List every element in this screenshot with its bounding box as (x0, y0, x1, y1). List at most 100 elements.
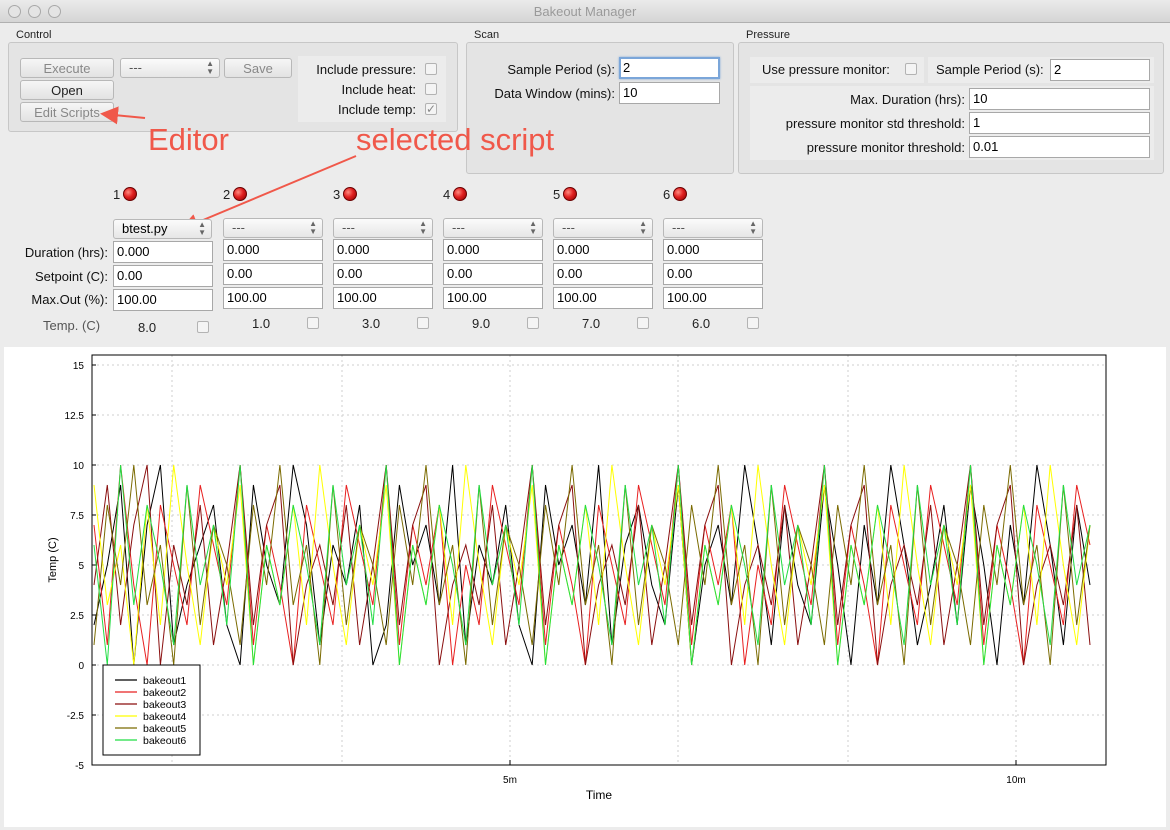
use-pressure-monitor-label: Use pressure monitor: (762, 62, 890, 77)
temperature-value: 8.0 (138, 320, 157, 335)
include-heat-checkbox[interactable] (425, 83, 437, 95)
setpoint-input[interactable]: 0.00 (663, 263, 763, 285)
controller-plot-checkbox[interactable] (527, 317, 539, 329)
stepper-arrows-icon: ▲ ▼ (309, 219, 317, 236)
status-led-icon (563, 187, 577, 201)
pressure-sample-period-label: Sample Period (s): (936, 62, 1044, 77)
include-temp-label: Include temp: (337, 102, 416, 117)
controller-script-select[interactable]: --- ▲ ▼ (223, 218, 323, 238)
use-pressure-monitor-checkbox[interactable] (905, 63, 917, 75)
include-temp-checkbox[interactable]: ✓ (425, 103, 437, 115)
controller-script-select[interactable]: --- ▲ ▼ (663, 218, 763, 238)
legend-entry: bakeout1 (143, 675, 186, 687)
y-tick-label: 15 (73, 361, 85, 372)
controller-plot-checkbox[interactable] (307, 317, 319, 329)
status-led-icon (453, 187, 467, 201)
include-options-panel (298, 56, 446, 122)
controller-plot-checkbox[interactable] (637, 317, 649, 329)
controller-script-value: --- (672, 220, 685, 235)
legend-entry: bakeout3 (143, 699, 186, 711)
controller-script-select[interactable]: --- ▲ ▼ (553, 218, 653, 238)
annotation-arrows (100, 106, 357, 231)
temperature-value: 7.0 (582, 316, 601, 331)
setpoint-input[interactable]: 0.00 (113, 265, 213, 287)
window-title: Bakeout Manager (533, 4, 637, 19)
legend-entry: bakeout4 (143, 711, 186, 723)
y-tick-label: 0 (78, 661, 84, 672)
y-tick-label: 7.5 (70, 511, 84, 522)
max-out-input[interactable]: 100.00 (553, 287, 653, 309)
controller-plot-checkbox[interactable] (417, 317, 429, 329)
include-pressure-label: Include pressure: (316, 62, 416, 77)
max-out-input[interactable]: 100.00 (113, 289, 213, 311)
legend-entry: bakeout2 (143, 687, 186, 699)
controller-script-select[interactable]: btest.py ▲ ▼ (113, 219, 212, 239)
controller-script-value: --- (562, 220, 575, 235)
selected-script-annotation: selected script (356, 122, 555, 157)
x-axis-label: Time (586, 788, 613, 802)
temperature-chart[interactable]: -5 -2.5 0 2.5 5 7.5 10 12.5 15 5m 10m Time Temp (C) b… (0, 347, 1170, 827)
title-bar: Bakeout Manager (0, 0, 1170, 23)
plot-frame (91, 354, 1107, 766)
controller-script-select[interactable]: --- ▲ ▼ (333, 218, 433, 238)
x-tick-label: 5m (503, 775, 517, 786)
y-tick-label: 10 (73, 461, 85, 472)
controller-script-select[interactable]: --- ▲ ▼ (443, 218, 543, 238)
data-window-input[interactable]: 10 (619, 82, 720, 104)
duration-input[interactable]: 0.000 (113, 241, 213, 263)
pressure-group-label: Pressure (746, 29, 791, 41)
stepper-arrows-icon: ▲ ▼ (198, 220, 206, 237)
open-button[interactable]: Open (20, 80, 114, 100)
stepper-arrows-icon: ▲ ▼ (529, 219, 537, 236)
edit-scripts-button[interactable]: Edit Scripts (20, 102, 114, 122)
max-out-input[interactable]: 100.00 (333, 287, 433, 309)
y-tick-label: 2.5 (70, 611, 84, 622)
temperature-value: 1.0 (252, 316, 271, 331)
include-pressure-checkbox[interactable] (425, 63, 437, 75)
controller-plot-checkbox[interactable] (747, 317, 759, 329)
stepper-arrows-icon: ▲ ▼ (419, 219, 427, 236)
y-axis-label: Temp (C) (47, 537, 59, 582)
std-threshold-input[interactable]: 1 (969, 112, 1150, 134)
controller-script-value: --- (232, 220, 245, 235)
max-out-input[interactable]: 100.00 (223, 287, 323, 309)
execute-button[interactable]: Execute (20, 58, 114, 78)
x-tick-label: 10m (1006, 775, 1025, 786)
max-out-input[interactable]: 100.00 (443, 287, 543, 309)
y-tick-label: -5 (75, 761, 84, 772)
data-window-label: Data Window (mins): (494, 86, 615, 101)
setpoint-input[interactable]: 0.00 (443, 263, 543, 285)
setpoint-input[interactable]: 0.00 (223, 263, 323, 285)
setpoint-row-label: Setpoint (C): (35, 269, 108, 284)
legend-entry: bakeout5 (143, 723, 186, 735)
controller-script-value: --- (342, 220, 355, 235)
controller-number: 5 (553, 187, 561, 202)
duration-input[interactable]: 0.000 (663, 239, 763, 261)
status-led-icon (123, 187, 137, 201)
controller-plot-checkbox[interactable] (197, 321, 209, 333)
setpoint-input[interactable]: 0.00 (553, 263, 653, 285)
close-window-icon[interactable] (8, 5, 21, 18)
save-button[interactable]: Save (224, 58, 292, 78)
y-tick-label: 12.5 (65, 411, 85, 422)
minimize-window-icon[interactable] (28, 5, 41, 18)
y-tick-label: 5 (78, 561, 84, 572)
setpoint-input[interactable]: 0.00 (333, 263, 433, 285)
script-select[interactable]: --- ▲ ▼ (120, 58, 220, 78)
zoom-window-icon[interactable] (48, 5, 61, 18)
controller-script-value: --- (452, 220, 465, 235)
scan-sample-period-input[interactable]: 2 (619, 57, 720, 79)
status-led-icon (673, 187, 687, 201)
duration-input[interactable]: 0.000 (333, 239, 433, 261)
max-out-input[interactable]: 100.00 (663, 287, 763, 309)
stepper-arrows-icon: ▲ ▼ (749, 219, 757, 236)
max-duration-input[interactable]: 10 (969, 88, 1150, 110)
duration-input[interactable]: 0.000 (443, 239, 543, 261)
duration-input[interactable]: 0.000 (553, 239, 653, 261)
include-heat-label: Include heat: (341, 82, 416, 97)
pressure-sample-period-input[interactable]: 2 (1050, 59, 1150, 81)
threshold-input[interactable]: 0.01 (969, 136, 1150, 158)
max-out-row-label: Max.Out (%): (31, 292, 108, 307)
temp-row-label: Temp. (C) (43, 318, 101, 333)
duration-input[interactable]: 0.000 (223, 239, 323, 261)
